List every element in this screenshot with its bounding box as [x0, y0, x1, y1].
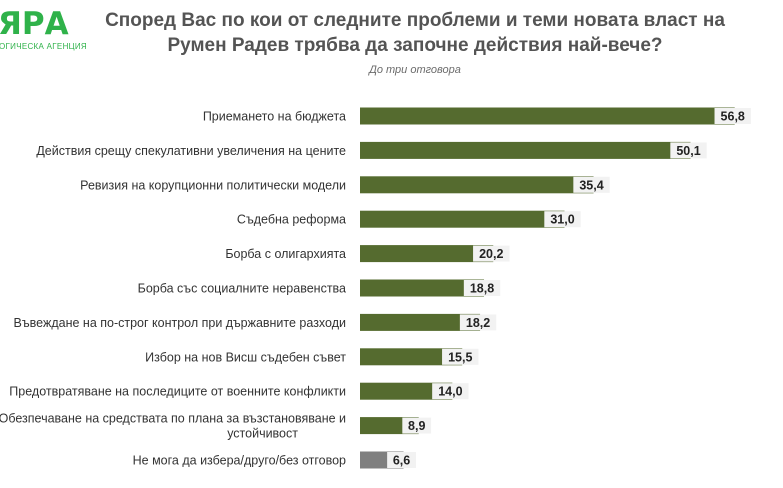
value-label-box: [463, 280, 501, 296]
category-label: Не мога да избера/друго/без отговор: [133, 454, 346, 468]
bar: [360, 313, 481, 331]
value-label: 35,4: [579, 178, 603, 192]
value-label-box: [442, 348, 479, 365]
category-label: Предотвратяване на последиците от военни…: [9, 385, 346, 399]
category-label-line: Въвеждане на по-строг контрол при държав…: [14, 316, 346, 330]
value-label: 14,0: [438, 385, 462, 399]
category-label-line: устойчивост: [227, 427, 298, 441]
value-label: 15,5: [448, 350, 472, 364]
value-label-box: [432, 383, 469, 400]
chart-subtitle: До три отговора: [369, 64, 461, 76]
category-label: Борба с олигархията: [225, 247, 346, 261]
category-label-line: Избор на нов Висш съдебен съвет: [145, 350, 346, 364]
value-label: 31,0: [550, 213, 574, 227]
category-label-line: Борба със социалните неравенства: [138, 282, 346, 296]
category-label: Избор на нов Висш съдебен съвет: [145, 350, 346, 364]
logo: ЯРА ОГИЧЕСКА АГЕНЦИЯ: [0, 6, 110, 58]
value-label-box: [573, 176, 610, 193]
value-label-box: [544, 211, 581, 228]
chart-title: Според Вас по кои от следните проблеми и…: [85, 8, 745, 58]
value-label-box: [459, 314, 497, 331]
category-label-line: Предотвратяване на последиците от военни…: [9, 385, 346, 399]
bar: [360, 245, 494, 263]
category-label-line: Не мога да избера/друго/без отговор: [133, 454, 346, 468]
value-label-box: [473, 245, 510, 262]
bar: [360, 176, 594, 194]
category-label: Съдебна реформа: [237, 213, 346, 227]
category-label: Приемането на бюджета: [203, 110, 346, 124]
category-label-line: Приемането на бюджета: [203, 110, 346, 124]
category-label-line: Действия срещу спекулативни увеличения н…: [36, 144, 346, 158]
value-label-box: [670, 142, 707, 159]
bar: [360, 348, 463, 366]
value-label-box: [387, 452, 416, 468]
bar: [360, 141, 691, 159]
category-label: Борба със социалните неравенства: [138, 282, 346, 296]
logo-subtitle: ОГИЧЕСКА АГЕНЦИЯ: [0, 42, 87, 51]
category-label-line: Съдебна реформа: [237, 213, 346, 227]
value-label: 18,8: [470, 282, 494, 296]
category-label: Обезпечаване на средствата по плана за в…: [0, 412, 346, 441]
category-label: Въвеждане на по-строг контрол при държав…: [14, 316, 346, 330]
bar: [360, 382, 453, 400]
category-label-line: Обезпечаване на средствата по плана за в…: [0, 412, 346, 426]
value-label-box: [402, 417, 432, 434]
category-label-line: Ревизия на корупционни политически модел…: [80, 178, 346, 192]
bar: [360, 279, 485, 297]
value-label: 18,2: [466, 316, 490, 330]
chart-title-line-1: Според Вас по кои от следните проблеми и…: [105, 10, 725, 31]
value-label: 20,2: [479, 247, 503, 261]
value-label: 56,8: [721, 110, 745, 124]
value-label-box: [714, 108, 751, 124]
category-label: Действия срещу спекулативни увеличения н…: [36, 144, 346, 158]
chart-title-line-2: Румен Радев трябва да започне действия н…: [167, 35, 663, 56]
bar: [360, 210, 565, 228]
bar: [360, 107, 735, 125]
category-label-line: Борба с олигархията: [225, 247, 346, 261]
value-label: 50,1: [676, 144, 700, 158]
value-label: 6,6: [393, 454, 410, 468]
value-label: 8,9: [408, 419, 425, 433]
logo-mark: ЯРА: [0, 6, 69, 42]
category-label: Ревизия на корупционни политически модел…: [80, 178, 346, 192]
